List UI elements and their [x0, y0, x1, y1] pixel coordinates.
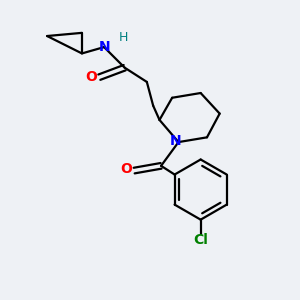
- Text: O: O: [85, 70, 98, 84]
- Text: Cl: Cl: [193, 233, 208, 247]
- Text: O: O: [120, 162, 132, 176]
- Text: N: N: [98, 40, 110, 54]
- Text: H: H: [118, 31, 128, 44]
- Text: N: N: [169, 134, 181, 148]
